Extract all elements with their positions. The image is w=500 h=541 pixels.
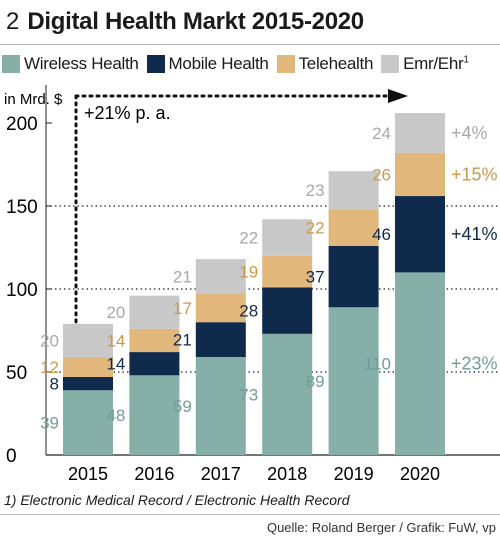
x-tick-label: 2019 <box>334 464 374 484</box>
source-credit: Quelle: Roland Berger / Grafik: FuW, vp <box>266 520 496 535</box>
bar-segment <box>328 171 379 210</box>
stacked-bar-chart: 0 50 100 150 200 in Mrd. $ 39 812 20 2015 48 14 14 20… <box>4 85 500 484</box>
data-label: 20 <box>40 331 59 350</box>
growth-label: +15% <box>451 164 498 184</box>
data-label: 19 <box>239 263 258 282</box>
bar-segment <box>262 333 313 455</box>
bar-segment <box>262 219 313 256</box>
bar-segment <box>395 113 445 153</box>
legend-swatch <box>2 55 20 73</box>
x-tick-label: 2015 <box>68 464 108 484</box>
bar-segment <box>195 259 246 294</box>
y-tick-label: 150 <box>6 197 38 218</box>
bar-segment <box>328 209 379 246</box>
legend: Wireless Health Mobile Health Telehealth Em… <box>2 54 477 74</box>
y-tick-label: 50 <box>6 363 27 384</box>
data-label: 21 <box>173 331 192 350</box>
legend-swatch <box>381 55 400 73</box>
x-tick-label: 2018 <box>267 464 307 484</box>
y-tick-label: 0 <box>6 446 17 467</box>
bar-segment <box>195 322 246 358</box>
data-label: 14 <box>106 331 125 350</box>
legend-label: Emr/Ehr1 <box>403 54 469 73</box>
bar-segment <box>262 255 313 288</box>
legend-item: Emr/Ehr1 <box>381 54 469 74</box>
footer-divider <box>0 514 500 515</box>
data-label: 48 <box>106 406 125 425</box>
title-row: 2 Digital Health Markt 2015-2020 <box>6 4 364 40</box>
bar-segment <box>129 295 180 329</box>
title-divider <box>0 44 500 45</box>
data-label: 24 <box>372 124 391 143</box>
legend-label: Wireless Health <box>24 54 139 73</box>
bar-segment <box>129 352 180 376</box>
data-label: 89 <box>306 372 325 391</box>
legend-swatch <box>276 55 295 73</box>
legend-item: Telehealth <box>276 54 374 74</box>
growth-label: +23% <box>451 354 498 374</box>
bar-segment <box>63 390 113 455</box>
legend-item: Wireless Health <box>2 54 139 74</box>
bar-segment <box>63 376 113 391</box>
bar-segment <box>129 328 180 353</box>
y-tick-label: 100 <box>6 280 38 301</box>
legend-label: Mobile Health <box>168 54 269 73</box>
data-label: 59 <box>173 397 192 416</box>
data-label: 110 <box>364 355 391 374</box>
bar-segment <box>395 196 445 273</box>
data-label: 20 <box>106 303 125 322</box>
growth-label: +4% <box>451 123 488 143</box>
legend-swatch <box>146 55 165 73</box>
bar-segment <box>328 307 379 455</box>
data-label: 23 <box>306 181 325 200</box>
bar-segment <box>395 152 445 197</box>
data-label: 8 <box>50 375 59 394</box>
legend-label: Telehealth <box>298 54 374 73</box>
data-label: 73 <box>239 385 258 404</box>
cagr-annotation: +21% p. a. <box>84 103 171 123</box>
y-axis-label: in Mrd. $ <box>4 91 63 108</box>
x-tick-label: 2017 <box>201 464 241 484</box>
bar-segment <box>262 287 313 334</box>
data-label: 39 <box>40 414 59 433</box>
bar-segment <box>63 357 113 377</box>
bar-segment <box>195 293 246 323</box>
cagr-arrow-head <box>388 89 408 103</box>
bar-segment <box>195 357 246 455</box>
data-label: 14 <box>106 355 125 374</box>
legend-item: Mobile Health <box>146 54 269 74</box>
legend-superscript: 1 <box>463 54 469 66</box>
x-tick-label: 2016 <box>134 464 174 484</box>
bar-segment <box>328 245 379 308</box>
figure-number: 2 <box>6 8 20 35</box>
data-label: 28 <box>239 302 258 321</box>
chart-title: Digital Health Markt 2015-2020 <box>27 8 364 35</box>
bar-segment <box>63 323 113 358</box>
data-label: 12 <box>40 358 59 377</box>
data-label: 22 <box>239 229 258 248</box>
growth-label: +41% <box>451 224 498 244</box>
data-label: 26 <box>372 165 391 184</box>
data-label: 22 <box>306 219 325 238</box>
y-tick-label: 200 <box>6 114 38 135</box>
data-label: 46 <box>372 225 391 244</box>
data-label: 21 <box>173 268 192 287</box>
x-tick-label: 2020 <box>400 464 440 484</box>
bar-segment <box>129 375 180 455</box>
bar-segment <box>395 272 445 455</box>
data-label: 37 <box>306 268 325 287</box>
footnote: 1) Electronic Medical Record / Electroni… <box>4 492 350 508</box>
data-label: 17 <box>173 299 192 318</box>
